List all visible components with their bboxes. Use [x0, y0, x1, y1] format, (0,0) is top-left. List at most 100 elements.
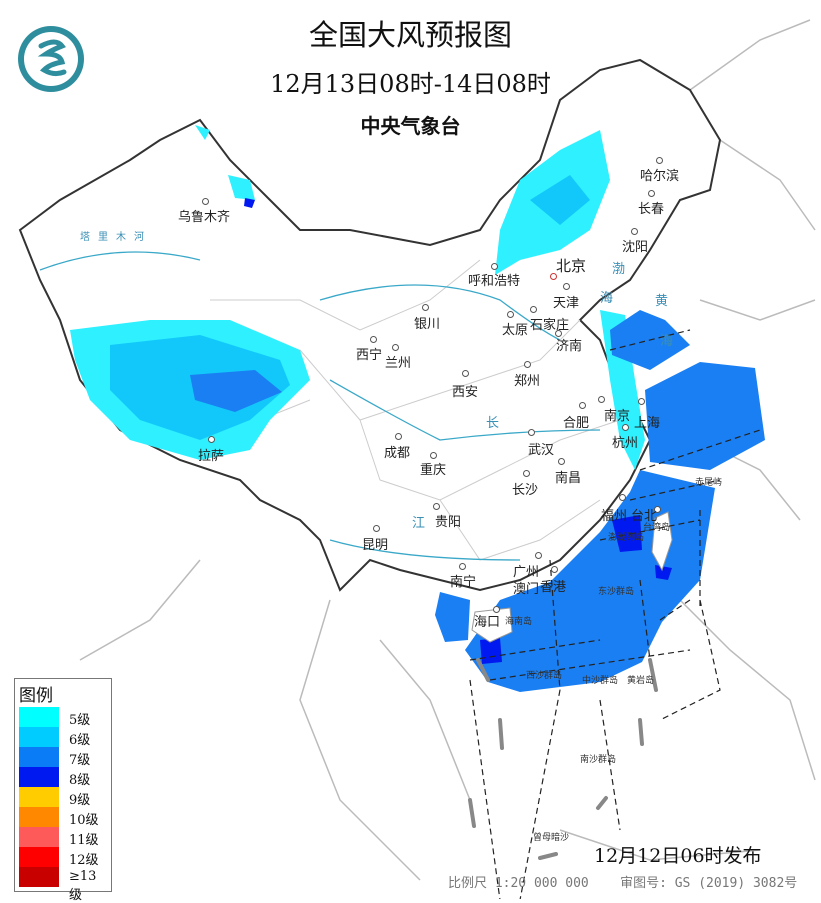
island-label: 中沙群岛	[582, 676, 619, 686]
wind-area-8-strait	[612, 515, 672, 580]
city-marker	[563, 283, 570, 290]
issuer: 中央气象台	[360, 114, 461, 138]
water-label: 塔里木河	[80, 232, 152, 243]
legend-label: 12级	[69, 853, 99, 868]
legend-label: 6级	[69, 733, 91, 748]
city-label: 石家庄	[530, 318, 570, 333]
city-label: 哈尔滨	[640, 169, 680, 184]
legend-swatch	[19, 787, 59, 807]
capital-marker	[550, 273, 557, 280]
footer-info: 比例尺 1:20 000 000 审图号: GS (2019) 3082号	[448, 872, 797, 891]
city-marker	[462, 370, 469, 377]
water-label: 海	[660, 334, 674, 349]
wind-area-5-xinjiang	[195, 125, 255, 200]
island-label: 赤尾屿	[695, 478, 723, 488]
city-label: 长春	[638, 202, 665, 217]
city-label: 昆明	[362, 538, 389, 553]
legend-swatch	[19, 807, 59, 827]
rivers	[39, 251, 601, 561]
city-label: 香港	[540, 580, 567, 595]
city-marker	[579, 402, 586, 409]
city-label: 太原	[502, 323, 529, 338]
city-marker	[493, 606, 500, 613]
city-label: 沈阳	[622, 240, 649, 255]
city-label: 海口	[474, 615, 501, 630]
legend-swatch	[19, 747, 59, 767]
legend-label: 11级	[69, 833, 99, 848]
wind-areas	[70, 125, 765, 692]
city-label: 天津	[553, 296, 580, 311]
cma-logo	[18, 26, 84, 92]
city-label: 拉萨	[198, 449, 225, 464]
city-label: 福州	[601, 509, 628, 524]
forecast-period: 12月13日08时-14日08时	[270, 70, 551, 98]
city-marker	[433, 503, 440, 510]
city-marker	[422, 304, 429, 311]
island-label: 东沙群岛	[598, 587, 635, 597]
city-marker	[528, 429, 535, 436]
city-label: 长沙	[512, 483, 539, 498]
legend-swatch	[19, 847, 59, 867]
city-marker	[656, 157, 663, 164]
legend-item: 7级	[19, 747, 107, 768]
city-marker	[430, 452, 437, 459]
wind-area-6-north	[530, 175, 590, 225]
city-label: 上海	[634, 416, 661, 431]
legend-item: 5级	[19, 707, 107, 728]
city-label: 广州	[513, 565, 540, 580]
city-marker	[551, 566, 558, 573]
nine-dash-line	[468, 658, 658, 860]
city-label: 西安	[452, 385, 479, 400]
issue-time: 12月12日06时发布	[594, 845, 762, 867]
legend-swatch	[19, 707, 59, 727]
city-marker	[654, 506, 661, 513]
water-label: 渤	[612, 262, 626, 277]
city-marker	[524, 361, 531, 368]
wind-area-7-south	[465, 470, 715, 692]
water-label: 江	[412, 516, 426, 531]
legend-label: 9级	[69, 793, 91, 808]
island-label: 澎湖列岛	[608, 533, 645, 543]
wind-area-7-tonkin	[435, 592, 470, 642]
city-marker	[392, 344, 399, 351]
sea-area-boundaries	[469, 329, 761, 899]
water-label: 海	[600, 291, 614, 306]
island-label: 西沙群岛	[526, 671, 563, 681]
city-label: 西宁	[356, 348, 383, 363]
scale: 比例尺 1:20 000 000	[448, 876, 589, 891]
island-label: 海南岛	[505, 617, 533, 627]
city-marker	[459, 563, 466, 570]
legend-item: ≥13级	[19, 867, 107, 903]
city-label: 武汉	[528, 443, 555, 458]
legend-item: 10级	[19, 807, 107, 828]
legend: 图例 5级 6级 7级 8级 9级 10级 11级 12级 ≥13级	[14, 678, 112, 903]
city-marker	[523, 470, 530, 477]
legend-item: 9级	[19, 787, 107, 808]
hainan-island	[471, 607, 513, 643]
water-label: 长	[486, 416, 500, 431]
city-label: 呼和浩特	[468, 274, 521, 289]
city-marker	[530, 306, 537, 313]
province-borders	[199, 259, 621, 561]
city-label: 南京	[604, 409, 631, 424]
water-label: 黄	[655, 294, 669, 309]
legend-item: 6级	[19, 727, 107, 748]
legend-label: 10级	[69, 813, 99, 828]
city-label: 郑州	[514, 374, 541, 389]
city-marker	[208, 436, 215, 443]
legend-label: ≥13级	[69, 869, 97, 903]
city-marker	[395, 433, 402, 440]
city-marker	[373, 525, 380, 532]
city-marker	[638, 398, 645, 405]
city-label: 贵阳	[435, 515, 462, 530]
taiwan-island	[651, 511, 673, 572]
legend-item: 8级	[19, 767, 107, 788]
city-marker	[622, 424, 629, 431]
city-marker	[558, 458, 565, 465]
city-label: 北京	[556, 257, 587, 275]
review-number: 审图号: GS (2019) 3082号	[620, 876, 798, 891]
city-label: 南昌	[555, 471, 582, 486]
wind-area-7-east-sea	[645, 362, 765, 470]
city-label: 南宁	[450, 575, 477, 590]
island-label: 曾母暗沙	[533, 833, 570, 843]
